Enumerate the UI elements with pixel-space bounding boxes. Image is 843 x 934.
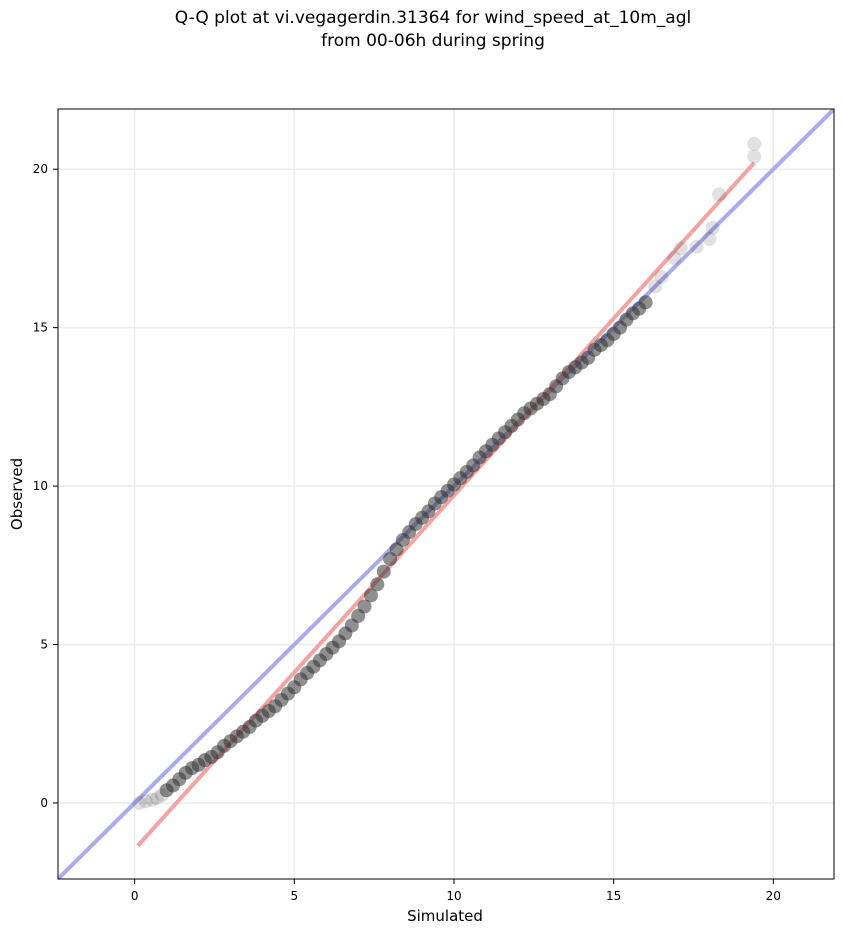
quantile-point: [747, 149, 762, 164]
quantile-point: [357, 599, 372, 614]
quantile-point: [705, 220, 720, 235]
quantile-point: [673, 241, 688, 256]
quantile-point: [712, 187, 727, 202]
y-tick-label: 10: [33, 479, 48, 493]
x-tick-label: 0: [131, 889, 139, 903]
x-tick-label: 10: [446, 889, 461, 903]
x-axis-label: Simulated: [407, 907, 483, 925]
quantile-point: [702, 231, 717, 246]
quantile-point: [149, 791, 164, 806]
y-tick-label: 0: [40, 796, 48, 810]
chart-title-line-2: from 00-06h during spring: [321, 31, 545, 51]
x-tick-label: 5: [290, 889, 298, 903]
quantile-point: [747, 136, 762, 151]
quantile-point: [638, 295, 653, 310]
quantile-points: [132, 136, 762, 810]
x-tick-label: 15: [606, 889, 621, 903]
quantile-point: [376, 564, 391, 579]
quantile-point: [138, 794, 153, 809]
quantile-point: [648, 279, 663, 294]
y-tick-label: 20: [33, 162, 48, 176]
quantile-point: [132, 795, 147, 810]
quantile-point: [689, 239, 704, 254]
chart-title-line-1: Q-Q plot at vi.vegagerdin.31364 for wind…: [174, 8, 692, 28]
plot-frame: [57, 108, 835, 880]
quantile-point: [667, 250, 682, 265]
quantile-point: [370, 577, 385, 592]
y-axis-label: Observed: [8, 458, 26, 530]
y-tick-label: 5: [40, 638, 48, 652]
axis-ticks: 0 5 10 15 20 0 5 10 15 20: [33, 162, 781, 903]
quantile-point: [363, 588, 378, 603]
x-tick-label: 20: [766, 889, 781, 903]
quantile-point: [145, 792, 160, 807]
quantile-point: [654, 269, 669, 284]
y-tick-label: 15: [33, 321, 48, 335]
